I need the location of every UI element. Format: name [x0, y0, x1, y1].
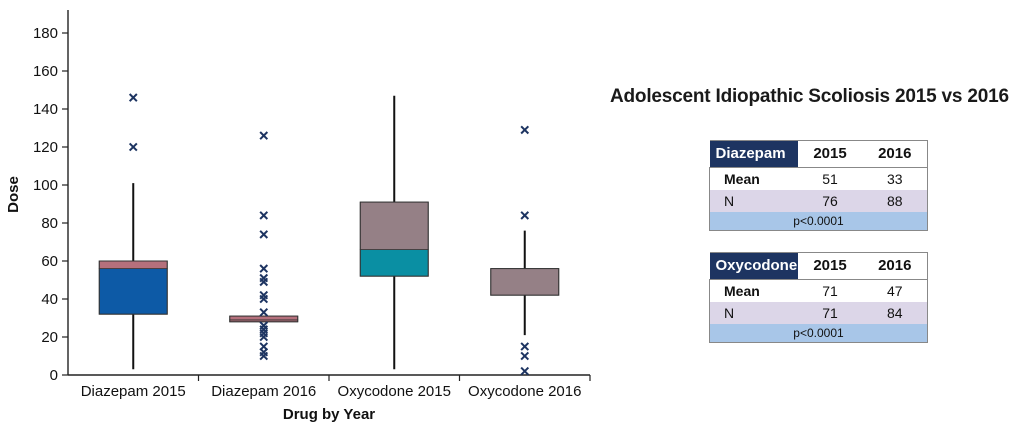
- box-lower-segment: [98, 268, 168, 315]
- p-value-row: p<0.0001: [709, 324, 928, 343]
- box-lower-segment: [359, 249, 429, 277]
- outlier-stroke: [259, 230, 269, 239]
- x-tick-label: Diazepam 2016: [211, 383, 316, 400]
- outlier-stroke: [520, 351, 530, 361]
- box-upper-segment: [229, 315, 299, 321]
- x-tick-label: Diazepam 2015: [81, 383, 186, 400]
- cell-value: 51: [797, 167, 863, 190]
- y-tick-label: 120: [33, 139, 58, 156]
- axes: [62, 10, 591, 381]
- y-tick-label: 180: [33, 25, 58, 42]
- box-plot-chart: 0 20 40 60 80 100 120 140 160 180 Diazepam 2015 Dia…: [5, 10, 591, 423]
- table-header-row: Oxycodone 2015 2016: [709, 252, 928, 280]
- table-row: Mean 51 33: [709, 167, 928, 190]
- table-header-row: Diazepam 2015 2016: [709, 140, 928, 168]
- y-tick-label: 0: [50, 367, 58, 384]
- row-label: N: [709, 302, 798, 324]
- table-row: Mean 71 47: [709, 279, 928, 302]
- outlier-stroke: [259, 290, 269, 300]
- y-tick-label: 60: [41, 253, 58, 270]
- box-upper-segment: [490, 268, 560, 296]
- outlier-point: [259, 290, 269, 300]
- outlier-point: [520, 366, 530, 376]
- row-label: Mean: [709, 279, 798, 302]
- box-outline: [98, 260, 168, 315]
- y-axis-title: Dose: [5, 176, 22, 213]
- p-value-row: p<0.0001: [709, 212, 928, 231]
- outlier-point: [520, 342, 530, 351]
- x-axis-title: Drug by Year: [283, 406, 375, 423]
- cell-value: 88: [862, 190, 928, 212]
- outlier-stroke: [259, 321, 269, 330]
- cell-value: 71: [797, 302, 863, 324]
- outlier-stroke: [259, 131, 269, 140]
- box-outline: [490, 268, 560, 296]
- outlier-point: [259, 342, 269, 351]
- outlier-point: [259, 131, 269, 140]
- outlier-point: [259, 264, 269, 273]
- outlier-point: [259, 230, 269, 239]
- outlier-point: [520, 211, 530, 220]
- cell-value: 71: [797, 279, 863, 302]
- outlier-stroke: [128, 93, 138, 102]
- outlier-point: [520, 125, 530, 135]
- table-drug-name: Oxycodone: [709, 252, 798, 280]
- axis-labels: 0 20 40 60 80 100 120 140 160 180 Diazepam 2015 Dia…: [5, 25, 581, 423]
- outlier-point: [520, 351, 530, 361]
- row-label: Mean: [709, 167, 798, 190]
- summary-title: Adolescent Idiopathic Scoliosis 2015 vs …: [610, 86, 1009, 107]
- outlier-stroke: [128, 142, 138, 152]
- outlier-stroke: [259, 264, 269, 273]
- outlier-stroke: [520, 125, 530, 135]
- box-outline: [229, 315, 299, 323]
- outlier-point: [259, 211, 269, 220]
- outlier-point: [259, 321, 269, 330]
- box-upper-segment: [98, 260, 168, 269]
- box-outline: [359, 201, 429, 277]
- outlier-point: [128, 142, 138, 152]
- oxycodone-stats-table: Oxycodone 2015 2016 Mean 71 47 N 71 84 p…: [709, 252, 928, 343]
- box-series: [98, 93, 560, 376]
- table-drug-name: Diazepam: [709, 140, 798, 168]
- y-tick-label: 140: [33, 101, 58, 118]
- outlier-point: [128, 93, 138, 102]
- outlier-stroke: [259, 307, 269, 317]
- table-year-header: 2016: [862, 140, 928, 168]
- diazepam-stats-table: Diazepam 2015 2016 Mean 51 33 N 76 88 p<…: [709, 140, 928, 231]
- outlier-stroke: [259, 342, 269, 351]
- y-tick-label: 20: [41, 329, 58, 346]
- x-tick-label: Oxycodone 2016: [468, 383, 581, 400]
- outlier-stroke: [520, 366, 530, 376]
- outlier-stroke: [259, 273, 269, 283]
- outlier-stroke: [259, 211, 269, 220]
- cell-value: 33: [862, 167, 928, 190]
- cell-value: 84: [862, 302, 928, 324]
- y-tick-label: 80: [41, 215, 58, 232]
- outlier-stroke: [520, 342, 530, 351]
- table-year-header: 2016: [862, 252, 928, 280]
- row-label: N: [709, 190, 798, 212]
- table-year-header: 2015: [797, 252, 863, 280]
- box-upper-segment: [359, 201, 429, 251]
- y-tick-label: 160: [33, 63, 58, 80]
- outlier-point: [259, 307, 269, 317]
- y-tick-label: 40: [41, 291, 58, 308]
- outlier-point: [259, 273, 269, 283]
- cell-value: 47: [862, 279, 928, 302]
- p-value: p<0.0001: [709, 324, 928, 343]
- table-row: N 76 88: [709, 190, 928, 212]
- table-row: N 71 84: [709, 302, 928, 324]
- x-tick-label: Oxycodone 2015: [338, 383, 451, 400]
- cell-value: 76: [797, 190, 863, 212]
- table-year-header: 2015: [797, 140, 863, 168]
- outlier-stroke: [520, 211, 530, 220]
- p-value: p<0.0001: [709, 212, 928, 231]
- y-tick-label: 100: [33, 177, 58, 194]
